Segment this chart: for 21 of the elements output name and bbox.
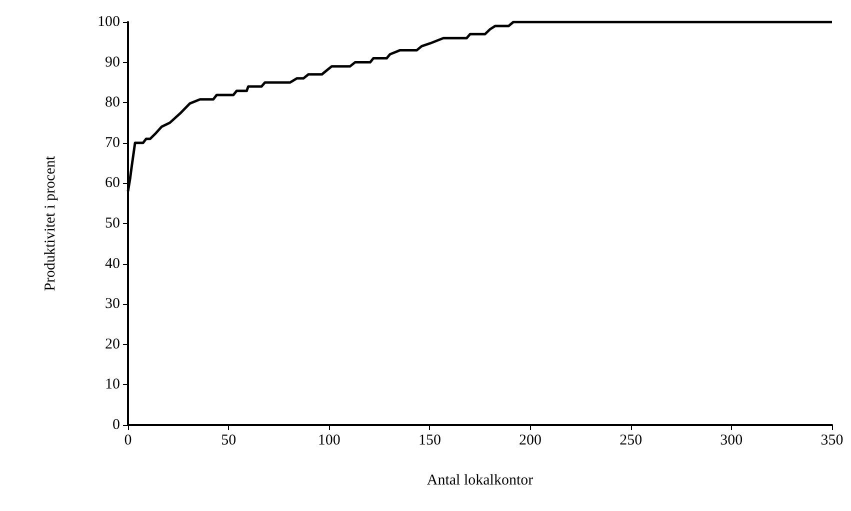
y-tick-label: 80 <box>105 94 120 111</box>
y-tick-label: 50 <box>105 216 120 232</box>
y-tick-label: 70 <box>105 134 120 151</box>
x-tick-label: 150 <box>418 432 441 448</box>
y-tick-label: 100 <box>98 14 120 30</box>
y-tick-label: 20 <box>105 336 120 352</box>
x-tick-label: 350 <box>820 432 844 448</box>
y-tick-label: 10 <box>105 376 120 393</box>
y-tick-label: 40 <box>105 256 120 272</box>
y-tick-label: 90 <box>105 54 120 70</box>
y-tick-label: 0 <box>112 417 120 433</box>
x-tick-label: 0 <box>124 432 132 448</box>
y-axis-title: Produktivitet i procent <box>42 155 58 291</box>
x-tick-label: 250 <box>620 432 642 448</box>
x-axis-title: Antal lokalkontor <box>426 472 534 488</box>
x-tick-label: 100 <box>318 432 340 448</box>
x-tick-label: 50 <box>221 432 236 448</box>
x-tick-label: 200 <box>519 432 542 448</box>
y-tick-label: 60 <box>105 175 120 192</box>
x-tick-label: 300 <box>720 432 743 448</box>
y-tick-label: 30 <box>105 296 120 312</box>
